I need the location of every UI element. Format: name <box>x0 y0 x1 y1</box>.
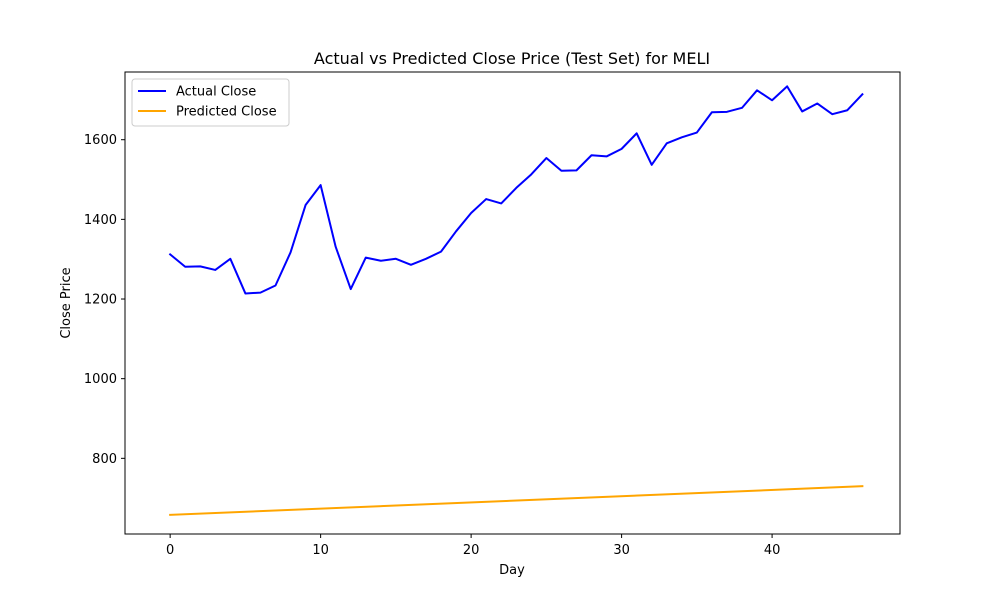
y-axis-ticks: 800 1000 1200 1400 1600 <box>84 133 125 467</box>
x-tick-label: 10 <box>312 543 329 558</box>
x-tick-label: 0 <box>166 543 174 558</box>
x-tick-label: 20 <box>463 543 480 558</box>
legend-label-predicted-close: Predicted Close <box>176 105 277 120</box>
series-line-actual-close <box>168 85 864 295</box>
x-axis-title: Day <box>499 563 525 578</box>
legend: Actual Close Predicted Close <box>131 78 290 127</box>
y-tick-label: 1400 <box>84 213 117 228</box>
y-axis-title: Close Price <box>59 267 74 338</box>
y-tick-label: 1200 <box>84 293 117 308</box>
series-line-predicted-close <box>169 485 864 516</box>
plot-frame <box>124 71 901 535</box>
y-tick-label: 800 <box>92 452 117 467</box>
chart-title: Actual vs Predicted Close Price (Test Se… <box>314 49 710 68</box>
x-axis-ticks: 0 10 20 30 40 <box>166 534 780 558</box>
x-tick-label: 30 <box>613 543 630 558</box>
y-tick-label: 1600 <box>84 133 117 148</box>
y-tick-label: 1000 <box>84 372 117 387</box>
plot-lines <box>168 85 864 516</box>
legend-box <box>131 78 290 127</box>
x-tick-label: 40 <box>764 543 781 558</box>
legend-label-actual-close: Actual Close <box>176 85 256 100</box>
